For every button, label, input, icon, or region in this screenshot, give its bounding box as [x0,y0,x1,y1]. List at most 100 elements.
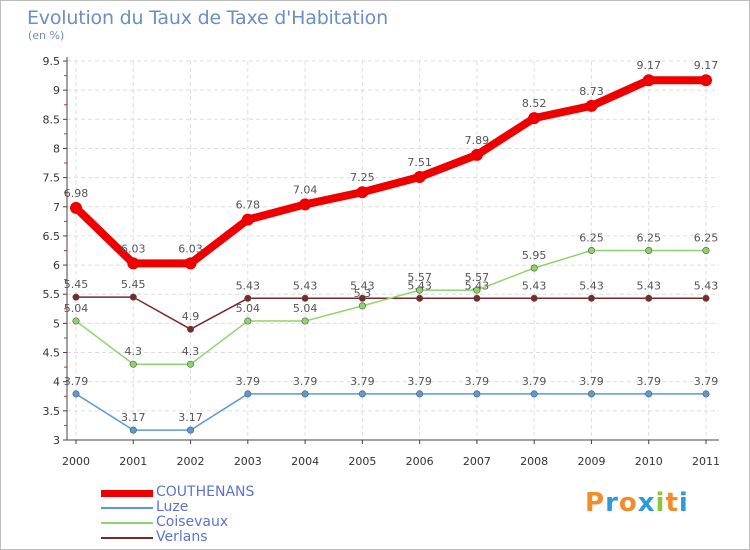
data-point-couthenans [70,201,82,214]
data-point-couthenans [528,112,541,125]
logo-letter: o [618,488,638,518]
logo-letter: P [585,488,606,518]
data-label-couthenans: 7.25 [350,171,375,184]
data-point-coisevaux [587,247,595,255]
y-tick-label: 7.5 [43,172,61,185]
x-tick-label: 2001 [119,455,147,468]
grid-lines [67,60,719,441]
y-tick-label: 5.5 [43,288,61,301]
legend-swatch-couthenans [101,489,153,497]
data-labels: 6.98 6.03 6.03 6.78 7.04 7.25 7.51 7.89 8.52 8.73… [64,59,719,424]
y-tick-label: 8 [53,142,60,155]
data-label-verlans: 5.43 [579,279,604,292]
data-point-coisevaux [530,264,538,272]
chart-title: Evolution du Taux de Taxe d'Habitation [27,7,388,29]
data-point-verlans [301,294,309,302]
data-label-coisevaux: 6.25 [636,232,661,245]
x-tick-label: 2006 [406,455,434,468]
data-label-couthenans: 6.98 [64,187,89,200]
data-label-verlans: 5.43 [465,279,490,292]
data-point-coisevaux [244,317,252,325]
data-label-luze: 3.79 [465,375,490,388]
x-tick-label: 2011 [692,455,720,468]
series-line-verlans [75,296,707,330]
y-tick-label: 9 [53,84,60,97]
data-label-verlans: 4.9 [182,310,200,323]
data-point-couthenans [470,148,483,161]
data-label-coisevaux: 5.04 [236,302,261,315]
legend-label-coisevaux: Coisevaux [156,514,229,530]
data-label-coisevaux: 5.95 [522,249,547,262]
data-label-coisevaux: 5.04 [64,302,89,315]
data-point-verlans [645,294,653,302]
legend-label-luze: Luze [156,499,189,515]
data-label-luze: 3.17 [121,411,146,424]
data-point-coisevaux [129,360,137,368]
data-point-verlans [129,293,137,301]
x-tick-label: 2003 [234,455,262,468]
data-point-luze [129,426,137,434]
logo-letter: i [655,488,666,518]
data-label-luze: 3.79 [236,375,261,388]
data-point-luze [416,390,424,398]
y-tick-label: 6 [53,259,60,272]
data-point-coisevaux [702,247,710,255]
y-tick-label: 5 [53,317,60,330]
legend-label-verlans: Verlans [156,529,208,545]
data-point-coisevaux [72,317,80,325]
data-point-luze [358,390,366,398]
data-point-verlans [587,294,595,302]
data-label-coisevaux: 5.57 [465,271,490,284]
y-tick-label: 8.5 [43,113,61,126]
data-label-verlans: 5.43 [522,279,547,292]
data-label-coisevaux: 4.3 [182,345,200,358]
data-label-luze: 3.79 [407,375,432,388]
data-label-couthenans: 9.17 [694,59,719,72]
series-lines [70,74,712,434]
data-point-couthenans [241,213,254,226]
series-line-luze [75,393,707,431]
data-label-coisevaux: 6.25 [694,232,719,245]
x-tick-label: 2002 [177,455,205,468]
axes: 3 3.5 4 4.5 5 5.5 6 6.5 7 7.5 8 8.5 9 9.5 2000 2001 2002… [43,55,721,468]
data-point-luze [244,390,252,398]
x-tick-label: 2008 [520,455,548,468]
data-point-couthenans [299,198,312,211]
data-label-verlans: 5.45 [121,278,146,291]
x-tick-label: 2010 [635,455,663,468]
data-point-verlans [244,294,252,302]
data-point-coisevaux [645,247,653,255]
data-label-coisevaux: 6.25 [579,232,604,245]
data-point-coisevaux [416,286,424,294]
data-label-luze: 3.79 [694,375,719,388]
data-label-coisevaux: 5.57 [407,271,432,284]
data-label-verlans: 5.43 [236,279,261,292]
chart-subtitle: (en %) [28,29,65,42]
data-point-verlans [358,294,366,302]
data-point-verlans [530,294,538,302]
data-label-couthenans: 7.51 [407,156,432,169]
proxiti-logo: Proxiti [585,488,689,518]
legend-swatch-luze [101,507,153,509]
data-label-coisevaux: 4.3 [125,345,143,358]
data-label-luze: 3.79 [579,375,604,388]
data-label-verlans: 5.43 [407,279,432,292]
data-point-verlans [416,294,424,302]
y-tick-label: 4 [53,376,60,389]
data-point-luze [187,426,195,434]
series-line-couthenans [72,76,710,268]
logo-letter: i [678,488,689,518]
y-tick-label: 6.5 [43,230,61,243]
y-tick-label: 4.5 [43,347,61,360]
data-label-luze: 3.79 [350,375,375,388]
logo-letter: r [605,488,619,518]
x-tick-label: 2000 [62,455,90,468]
data-point-couthenans [184,257,197,270]
data-point-couthenans [585,99,598,112]
data-point-luze [587,390,595,398]
data-point-coisevaux [358,302,366,310]
data-label-verlans: 5.43 [694,279,719,292]
logo-letter: t [665,488,679,518]
logo-letter: x [637,488,656,518]
